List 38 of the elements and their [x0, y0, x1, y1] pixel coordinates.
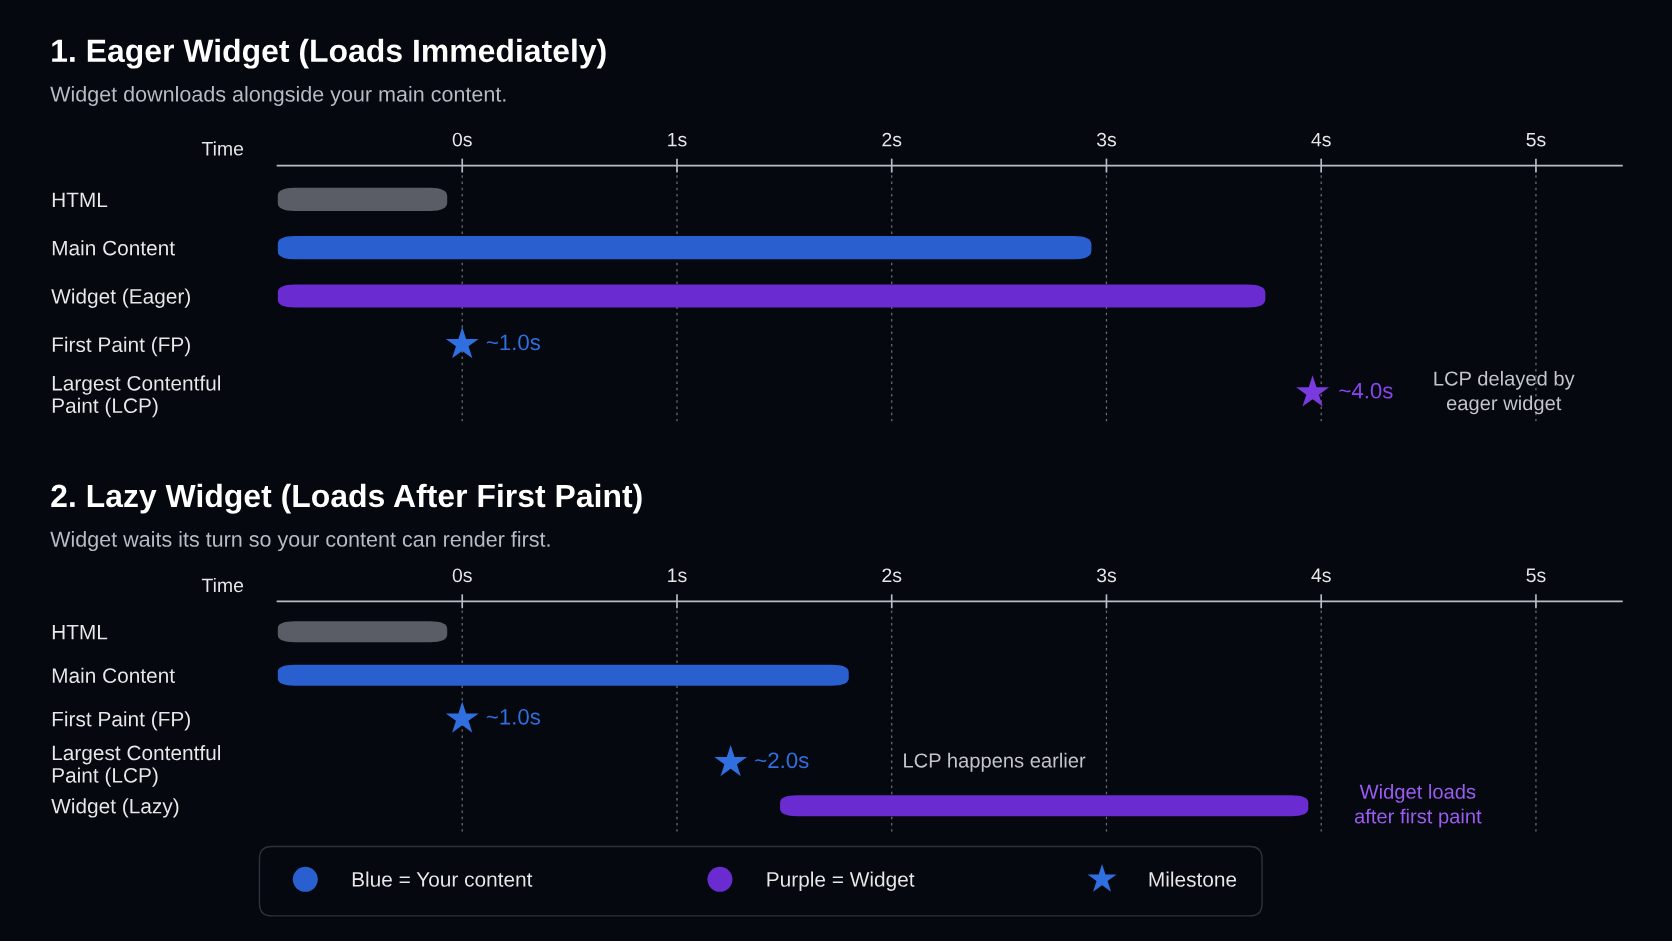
- x-tick-label: 5s: [1526, 132, 1546, 147]
- y-tick-label: Largest Contentful Paint (LCP): [52, 744, 221, 787]
- x-tick-label: 3s: [1096, 132, 1117, 147]
- x-tick-label: 1s: [668, 132, 687, 147]
- legend-label: Milestone: [1149, 871, 1237, 887]
- x-tick-label: 5s: [1526, 568, 1546, 583]
- legend-label: Blue = Your content: [352, 871, 533, 887]
- x-tick-label: 4s: [1311, 132, 1331, 147]
- x-tick-label: 4s: [1311, 568, 1331, 583]
- annotation: Widget loads after first paint: [1354, 784, 1482, 828]
- chart-subtitle: Widget downloads alongside your main content.: [50, 85, 506, 107]
- x-tick-label: 2s: [882, 568, 902, 583]
- y-tick-label: Largest Contentful Paint (LCP): [52, 375, 221, 418]
- annotation: ~4.0s: [1339, 382, 1393, 399]
- chart-title: 2. Lazy Widget (Loads After First Paint): [51, 483, 642, 514]
- annotation: ~1.0s: [486, 334, 541, 351]
- x-axis-title: Time: [201, 141, 244, 156]
- y-tick-label: Widget (Lazy): [51, 798, 179, 818]
- x-tick-label: 1s: [668, 568, 687, 583]
- x-tick-label: 3s: [1096, 568, 1117, 583]
- chart-subtitle: Widget waits its turn so your content can render first.: [50, 531, 550, 552]
- y-tick-label: First Paint (FP): [52, 711, 190, 731]
- x-axis-title: Time: [201, 577, 244, 593]
- annotation: LCP happens earlier: [904, 752, 1086, 772]
- annotation: LCP delayed by eager widget: [1434, 370, 1575, 415]
- y-tick-label: Widget (Eager): [51, 288, 190, 308]
- chart-title: 1. Eager Widget (Loads Immediately): [52, 38, 606, 69]
- y-tick-label: Main Content: [52, 240, 175, 256]
- y-tick-label: HTML: [52, 192, 108, 207]
- legend-label: Purple = Widget: [767, 871, 915, 891]
- annotation: ~1.0s: [486, 708, 541, 725]
- y-tick-label: Main Content: [52, 667, 175, 683]
- annotation: ~2.0s: [755, 752, 809, 769]
- y-tick-label: HTML: [52, 624, 108, 640]
- x-tick-label: 2s: [882, 132, 902, 147]
- x-tick-label: 0s: [452, 568, 472, 583]
- y-tick-label: First Paint (FP): [52, 336, 190, 357]
- x-tick-label: 0s: [452, 132, 472, 147]
